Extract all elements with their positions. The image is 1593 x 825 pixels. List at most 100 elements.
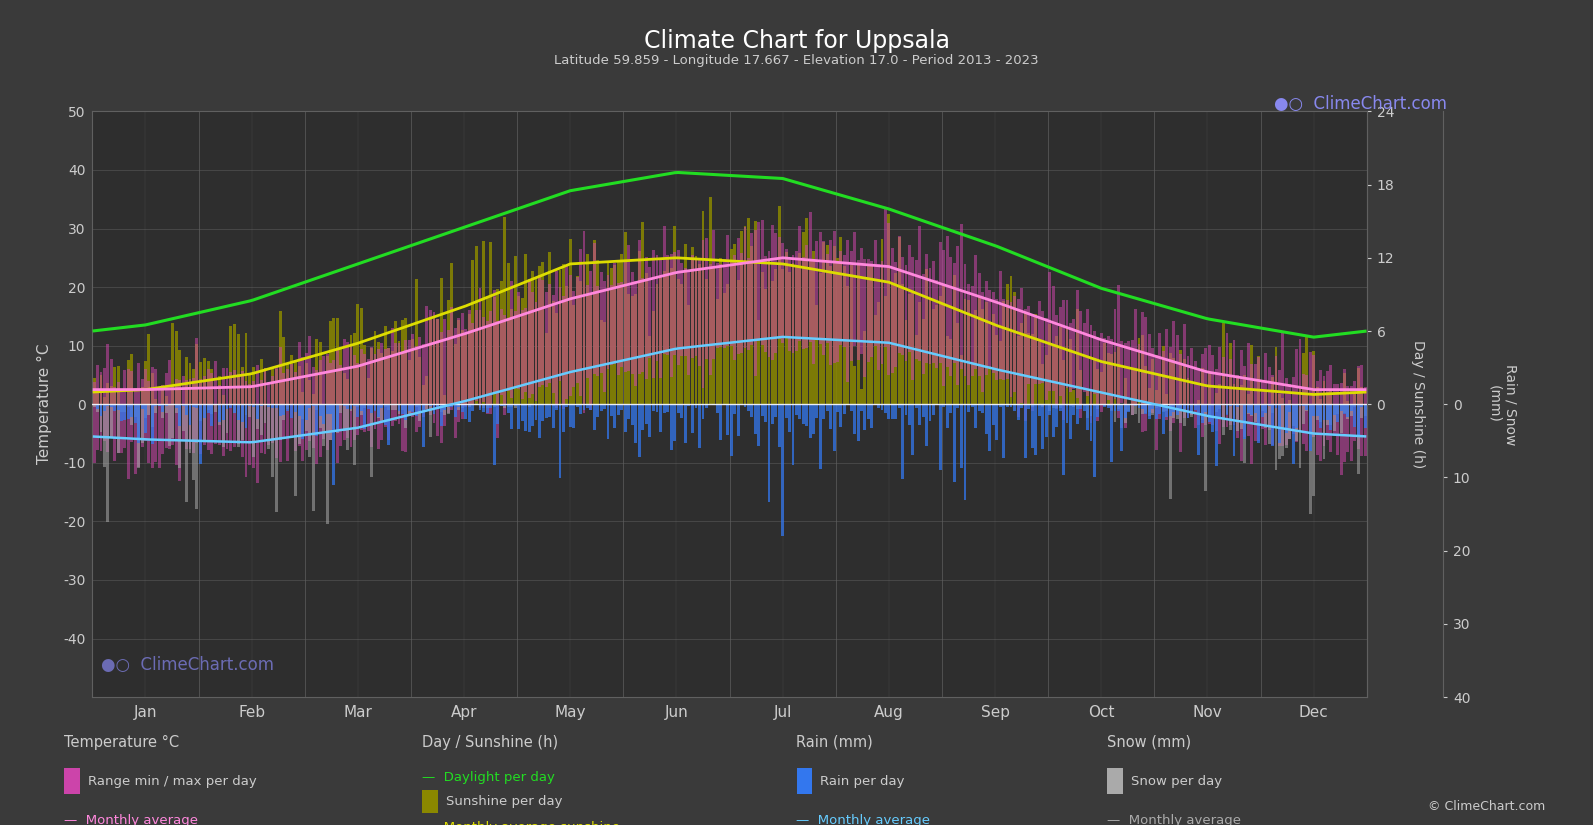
Bar [137,363,140,467]
Bar [213,404,217,406]
Bar [825,245,828,404]
Bar [354,356,355,440]
Bar [507,404,510,407]
Bar [761,272,763,404]
Bar [465,404,467,419]
Bar [419,404,421,421]
Bar [319,342,322,404]
Bar [1152,359,1155,404]
Bar [822,243,825,404]
Bar [804,404,808,426]
Bar [992,404,994,425]
Bar [932,404,935,415]
Bar [354,332,355,404]
Bar [489,404,492,408]
Bar [1117,346,1120,404]
Bar [226,404,228,409]
Text: Snow (mm): Snow (mm) [1107,734,1192,750]
Bar [1016,337,1020,404]
Bar [500,404,503,406]
Bar [741,253,742,353]
Bar [854,404,855,435]
Bar [656,285,658,404]
Bar [1281,398,1284,404]
Bar [956,323,959,404]
Bar [1107,336,1110,399]
Bar [1184,324,1185,418]
Bar [596,285,599,376]
Bar [943,285,945,404]
Bar [119,404,123,412]
Bar [1247,404,1249,412]
Bar [911,257,914,380]
Bar [357,363,360,436]
Bar [688,305,690,404]
Bar [804,218,808,404]
Bar [515,311,516,389]
Bar [370,404,373,477]
Bar [1298,404,1301,406]
Bar [1007,284,1008,404]
Bar [747,218,750,404]
Bar [1313,404,1316,416]
Bar [210,404,213,426]
Bar [645,273,648,404]
Bar [878,404,879,408]
Bar [669,404,672,450]
Bar [1204,404,1207,491]
Bar [1080,311,1082,418]
Bar [387,404,390,445]
Bar [929,404,932,421]
Bar [401,320,405,404]
Bar [975,310,977,404]
Bar [1161,404,1164,412]
Bar [804,245,808,348]
Bar [185,357,188,404]
Bar [674,226,675,404]
Bar [178,404,182,426]
Bar [1114,404,1117,411]
Bar [405,404,408,420]
Bar [241,404,244,440]
Bar [349,335,352,404]
Bar [387,404,390,410]
Bar [104,397,105,404]
Bar [908,404,911,425]
Bar [193,378,194,453]
Bar [583,404,586,411]
Bar [411,404,414,412]
Bar [1117,404,1120,411]
Bar [1104,404,1106,406]
Bar [411,404,414,411]
Bar [566,404,569,408]
Bar [252,404,255,457]
Bar [363,354,366,431]
Bar [363,404,366,429]
Bar [1169,347,1172,431]
Bar [1002,404,1005,459]
Bar [744,227,747,348]
Bar [363,404,366,408]
Bar [1257,404,1260,443]
Bar [405,341,408,452]
Bar [1190,404,1193,411]
Bar [287,363,290,404]
Bar [1271,404,1274,446]
Bar [1309,404,1311,450]
Bar [580,249,581,396]
Bar [774,269,777,404]
Bar [1360,404,1364,417]
Bar [116,366,119,404]
Bar [1298,386,1301,404]
Bar [559,270,561,404]
Bar [929,268,932,364]
Bar [884,404,887,413]
Bar [610,404,613,416]
Bar [857,404,860,441]
Bar [878,264,879,370]
Bar [370,347,373,447]
Bar [287,404,290,411]
Bar [116,404,119,453]
Bar [680,404,683,417]
Bar [401,352,405,451]
